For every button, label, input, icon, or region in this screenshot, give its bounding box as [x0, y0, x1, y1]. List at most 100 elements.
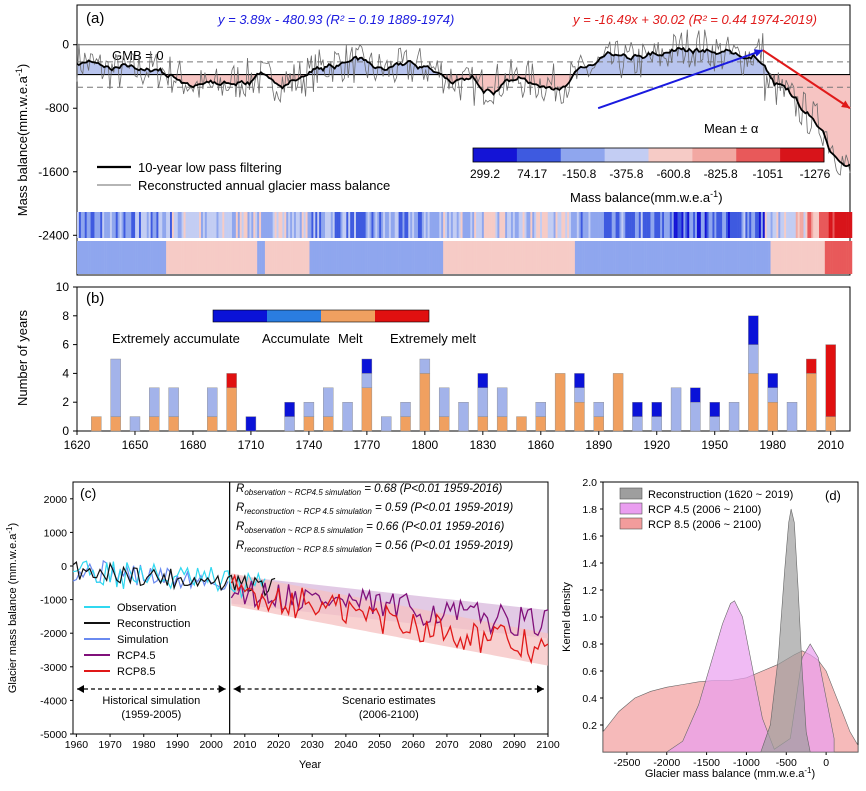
strip-annual-cell	[776, 212, 779, 238]
ytick-label: 1000	[44, 527, 68, 539]
trend1-line	[597, 49, 764, 110]
strip-smooth-cell	[189, 241, 192, 274]
trend1-equation: y = 3.89x - 480.93 (R² = 0.19 1889-1974)	[217, 12, 454, 27]
strip-smooth-cell	[834, 241, 837, 274]
xtick-label: 2060	[402, 739, 426, 751]
strip-annual-cell	[218, 212, 221, 238]
strip-smooth-cell	[495, 241, 498, 274]
strip-annual-cell	[598, 212, 601, 238]
xtick-label: 1920	[643, 438, 670, 452]
strip-smooth-cell	[654, 241, 657, 274]
strip-annual-cell	[627, 212, 630, 238]
strip-annual-cell	[400, 212, 403, 238]
strip-annual-cell	[307, 212, 310, 238]
bar-segment-melt	[496, 416, 508, 432]
ytick-label: -3000	[40, 662, 67, 674]
strip-annual-cell	[652, 212, 655, 238]
strip-smooth-cell	[144, 241, 148, 274]
strip-smooth-cell	[505, 241, 508, 274]
strip-annual-cell	[412, 212, 415, 238]
strip-annual-cell	[359, 212, 363, 238]
xtick-label: 1650	[122, 438, 149, 452]
strip-smooth-cell	[764, 241, 767, 274]
strip-smooth-cell	[419, 241, 423, 274]
strip-smooth-cell	[202, 241, 206, 274]
strip-annual-cell	[578, 212, 582, 238]
strip-annual-cell	[321, 212, 324, 238]
legend-label: RCP 8.5 (2006 ~ 2100)	[648, 519, 761, 531]
strip-annual-cell	[121, 212, 124, 238]
strip-annual-cell	[104, 212, 107, 238]
strip-annual-cell	[288, 212, 291, 238]
strip-annual-cell	[563, 212, 566, 238]
strip-annual-cell	[367, 212, 370, 238]
strip-smooth-cell	[510, 241, 514, 274]
strip-annual-cell	[611, 212, 614, 238]
bar-segment-extremely-accumulate	[477, 373, 489, 388]
strip-smooth-cell	[714, 241, 717, 274]
strip-annual-cell	[235, 212, 239, 238]
strip-annual-cell	[786, 212, 789, 238]
strip-smooth-cell	[288, 241, 291, 274]
strip-annual-cell	[138, 212, 142, 238]
strip-smooth-cell	[309, 241, 312, 274]
ytick-label: 0	[61, 561, 67, 573]
strip-smooth-cell	[272, 241, 275, 274]
bar-segment-melt	[226, 387, 237, 432]
strip-annual-cell	[125, 212, 128, 238]
correlation-annotation: Rreconstruction ~ RCP 4.5 simulation = 0…	[236, 502, 513, 516]
strip-annual-cell	[94, 212, 97, 238]
strip-annual-cell	[497, 212, 500, 238]
bar-segment-accumulate	[728, 402, 740, 432]
strip-smooth-cell	[414, 241, 417, 274]
strip-annual-cell	[460, 212, 463, 238]
strip-annual-cell	[650, 212, 653, 238]
strip-smooth-cell	[782, 241, 785, 274]
strip-smooth-cell	[605, 241, 609, 274]
strip-annual-cell	[561, 212, 564, 238]
legend-swatch	[267, 310, 321, 322]
trend2-equation: y = -16.49x + 30.02 (R² = 0.44 1974-2019…	[572, 12, 817, 27]
period-arrowhead	[77, 685, 84, 693]
strip-annual-cell	[336, 212, 339, 238]
strip-smooth-cell	[791, 241, 795, 274]
strip-annual-cell	[745, 212, 748, 238]
strip-smooth-cell	[175, 241, 179, 274]
legend-swatch	[619, 502, 643, 515]
period-range: (1959-2005)	[121, 709, 181, 721]
strip-annual-cell	[631, 212, 634, 238]
strip-smooth-cell	[530, 241, 533, 274]
strip-annual-cell	[80, 212, 84, 238]
strip-smooth-cell	[840, 241, 843, 274]
strip-annual-cell	[131, 212, 134, 238]
strip-smooth-cell	[365, 241, 368, 274]
strip-annual-cell	[553, 212, 556, 238]
strip-smooth-cell	[222, 241, 225, 274]
strip-annual-cell	[274, 212, 277, 238]
panel-c-correlations: Robservation ~ RCP4.5 simulation = 0.68 …	[236, 483, 513, 554]
strip-smooth-cell	[625, 241, 628, 274]
strip-smooth-cell	[84, 241, 87, 274]
series-observation-line	[72, 560, 266, 600]
strip-smooth-cell	[255, 241, 258, 274]
colorbar-swatch	[780, 148, 825, 162]
strip-annual-cell	[567, 212, 570, 238]
bar-segment-extremely-accumulate	[574, 373, 585, 388]
bar-segment-extremely-accumulate	[709, 402, 720, 417]
strip-annual-cell	[510, 212, 514, 238]
strip-smooth-cell	[278, 241, 281, 274]
strip-annual-cell	[770, 212, 773, 238]
strip-annual-cell	[224, 212, 227, 238]
ytick-label: 2.0	[582, 477, 597, 489]
strip-annual-cell	[726, 212, 729, 238]
strip-smooth-cell	[642, 241, 645, 274]
strip-annual-cell	[396, 212, 399, 238]
strip-smooth-cell	[681, 241, 684, 274]
strip-smooth-cell	[708, 241, 711, 274]
strip-smooth-cell	[268, 241, 272, 274]
strip-smooth-cell	[383, 241, 386, 274]
xtick-label: -2500	[613, 757, 640, 769]
strip-smooth-cell	[303, 241, 306, 274]
strip-smooth-cell	[336, 241, 339, 274]
strip-annual-cell	[656, 212, 659, 238]
